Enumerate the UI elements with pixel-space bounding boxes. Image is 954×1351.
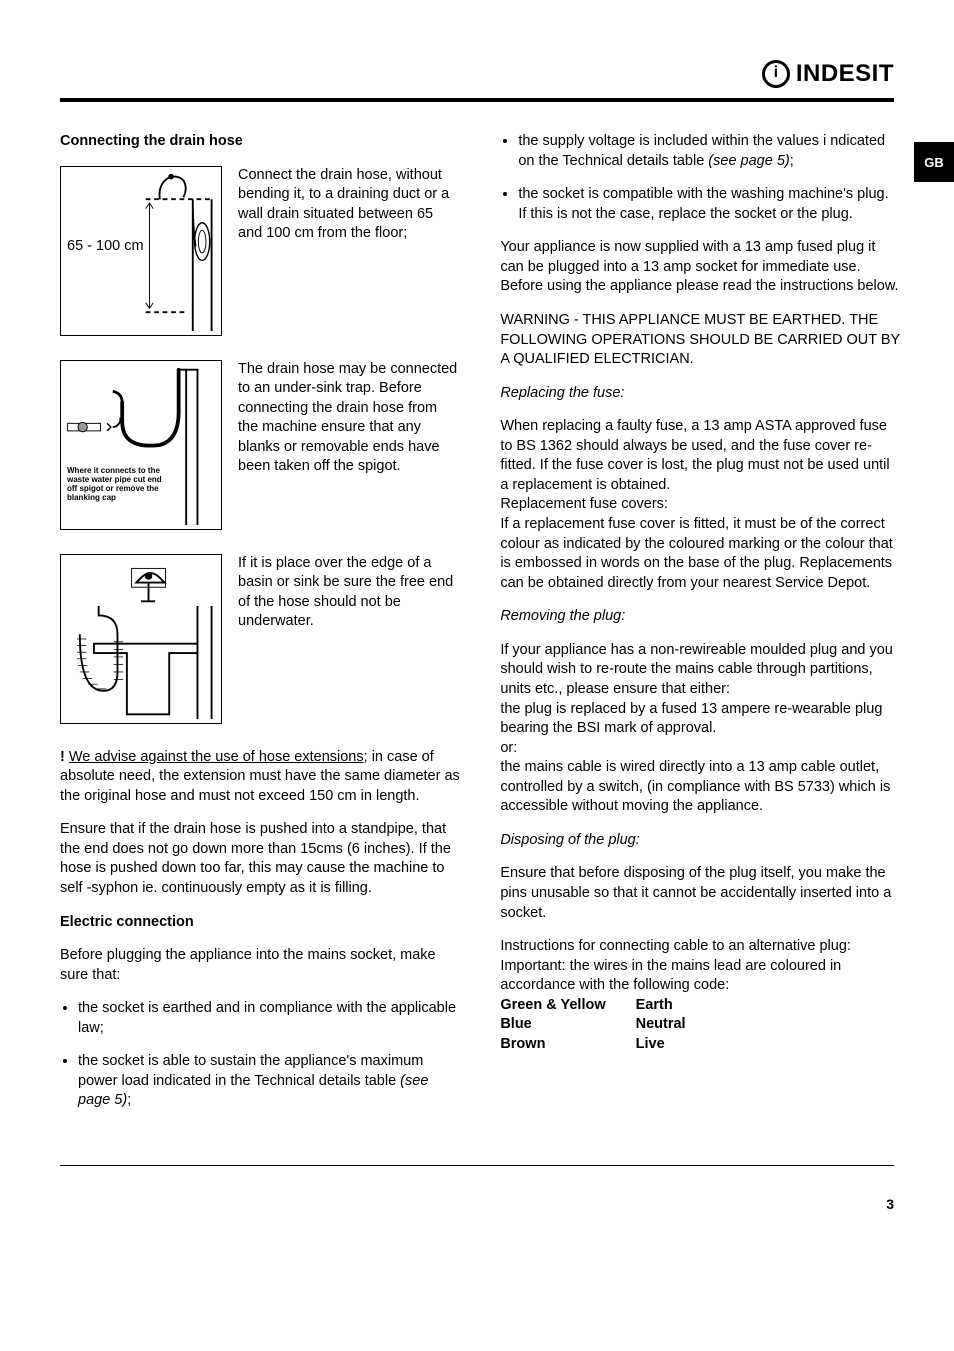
warning-underlined: We advise against the use of hose extens…	[69, 749, 364, 765]
content-columns: GB Connecting the drain hose 65 - 100 cm	[60, 132, 894, 1125]
bullet-italic: (see page 5)	[708, 153, 789, 169]
wire-colour-table: Green & Yellow Blue Brown Earth Neutral …	[500, 996, 900, 1055]
standpipe-note: Ensure that if the drain hose is pushed …	[60, 820, 460, 898]
left-column: Connecting the drain hose 65 - 100 cm	[60, 132, 460, 1125]
removing-plug-2: the plug is replaced by a fused 13 amper…	[500, 700, 900, 739]
logo-letter: i	[774, 64, 778, 82]
replacement-covers-text: If a replacement fuse cover is fitted, i…	[500, 515, 900, 593]
right-column: the supply voltage is included within th…	[500, 132, 900, 1125]
removing-plug-3: the mains cable is wired directly into a…	[500, 758, 900, 817]
removing-plug-or: or:	[500, 739, 900, 759]
removing-plug-1: If your appliance has a non-rewireable m…	[500, 641, 900, 700]
bullet-tail: ;	[790, 153, 794, 169]
figure-row-2: Where it connects to the waste water pip…	[60, 360, 460, 530]
figure-1: 65 - 100 cm	[60, 166, 222, 336]
bullet-item: the supply voltage is included within th…	[518, 132, 900, 171]
figure-3	[60, 554, 222, 724]
figure-row-3: If it is place over the edge of a basin …	[60, 554, 460, 724]
instructions-cable: Instructions for connecting cable to an …	[500, 937, 900, 957]
header-rule	[60, 98, 894, 102]
figure-2-caption: Where it connects to the waste water pip…	[67, 466, 162, 503]
replacement-covers-heading: Replacement fuse covers:	[500, 495, 900, 515]
brand-logo: i INDESIT	[762, 60, 894, 88]
footer-rule	[60, 1165, 894, 1166]
page-header: i INDESIT	[60, 60, 894, 88]
figure-3-text: If it is place over the edge of a basin …	[238, 554, 460, 724]
removing-plug-heading: Removing the plug:	[500, 607, 900, 627]
replacing-fuse-text: When replacing a faulty fuse, a 13 amp A…	[500, 417, 900, 495]
figure-1-text: Connect the drain hose, without bending …	[238, 166, 460, 336]
disposing-heading: Disposing of the plug:	[500, 831, 900, 851]
bullet-item: the socket is compatible with the washin…	[518, 185, 900, 224]
appliance-supplied-para: Your appliance is now supplied with a 13…	[500, 238, 900, 297]
replacing-fuse-heading: Replacing the fuse:	[500, 384, 900, 404]
wire-meanings-col: Earth Neutral Live	[636, 996, 686, 1055]
wire-meaning: Earth	[636, 996, 686, 1016]
figure-1-label: 65 - 100 cm	[67, 237, 144, 257]
bullet-tail: ;	[127, 1092, 131, 1108]
wire-meaning: Live	[636, 1035, 686, 1055]
figure-2-text: The drain hose may be connected to an un…	[238, 360, 460, 530]
logo-icon: i	[762, 60, 790, 88]
bullet-text: the supply voltage is included within th…	[518, 133, 885, 169]
bullet-item: the socket is earthed and in compliance …	[78, 999, 460, 1038]
page-number: 3	[60, 1196, 894, 1212]
disposing-text: Ensure that before disposing of the plug…	[500, 864, 900, 923]
wire-colour: Green & Yellow	[500, 996, 605, 1016]
section-heading-electric: Electric connection	[60, 913, 460, 933]
section-heading: Connecting the drain hose	[60, 132, 460, 152]
bullet-text: the socket is able to sustain the applia…	[78, 1053, 423, 1089]
electric-intro: Before plugging the appliance into the m…	[60, 946, 460, 985]
basin-diagram-icon	[65, 559, 217, 719]
warning-earthed: WARNING - THIS APPLIANCE MUST BE EARTHED…	[500, 311, 900, 370]
electric-bullets: the socket is earthed and in compliance …	[60, 999, 460, 1111]
bullet-text: the socket is compatible with the washin…	[518, 186, 888, 222]
language-tab: GB	[914, 142, 954, 182]
wire-colour: Brown	[500, 1035, 605, 1055]
figure-2: Where it connects to the waste water pip…	[60, 360, 222, 530]
wire-colour: Blue	[500, 1015, 605, 1035]
logo-text: INDESIT	[796, 60, 894, 88]
important-colour-code: Important: the wires in the mains lead a…	[500, 957, 900, 996]
figure-row-1: 65 - 100 cm Connect the drain hose, with…	[60, 166, 460, 336]
warning-mark: !	[60, 749, 65, 765]
bullet-item: the socket is able to sustain the applia…	[78, 1052, 460, 1111]
wire-colours-col: Green & Yellow Blue Brown	[500, 996, 605, 1055]
electric-bullets-cont: the supply voltage is included within th…	[500, 132, 900, 224]
hose-extension-warning: ! We advise against the use of hose exte…	[60, 748, 460, 807]
wire-meaning: Neutral	[636, 1015, 686, 1035]
